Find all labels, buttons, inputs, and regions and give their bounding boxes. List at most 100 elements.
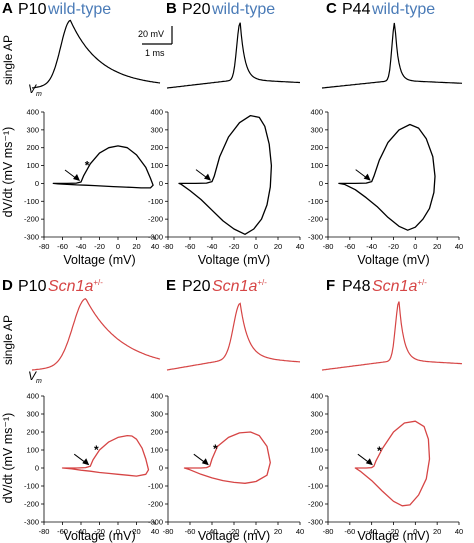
phase-plot-loop — [183, 431, 271, 484]
panel-f: F P48 Scn1a+/--300-200-1000100200300400-80… — [308, 277, 463, 543]
x-tick-label: -40 — [366, 242, 377, 251]
x-tick-label: -80 — [39, 242, 50, 251]
genotype-superscript: +/- — [93, 278, 103, 287]
x-tick-label: -60 — [344, 527, 355, 536]
single-ap-trace — [31, 297, 161, 371]
y-tick-label: -200 — [148, 215, 163, 224]
x-axis-label: Voltage (mV) — [63, 529, 135, 543]
threshold-asterisk: * — [213, 442, 218, 456]
x-tick-label: 20 — [274, 242, 282, 251]
y-axis-label: dV/dt (mV ms⁻¹) — [1, 413, 15, 504]
y-tick-label: -300 — [24, 233, 39, 242]
y-tick-label: 200 — [150, 143, 163, 152]
single-ap-trace — [31, 19, 161, 89]
genotype-superscript: +/- — [257, 278, 267, 287]
y-tick-label: 300 — [150, 125, 163, 134]
phase-plot-loop — [52, 145, 154, 189]
threshold-arrowhead — [201, 458, 209, 466]
y-tick-label: 100 — [310, 446, 323, 455]
y-tick-label: -300 — [308, 233, 323, 242]
y-tick-label: -300 — [148, 518, 163, 527]
x-tick-label: 20 — [132, 527, 140, 536]
panel-age: P20 — [182, 278, 211, 295]
y-tick-label: -300 — [148, 233, 163, 242]
x-tick-label: 40 — [455, 242, 463, 251]
x-tick-label: -40 — [207, 242, 218, 251]
panel-letter: A — [2, 0, 13, 17]
vm-subscript: m — [36, 378, 42, 385]
x-tick-label: 20 — [433, 242, 441, 251]
y-tick-label: -100 — [148, 482, 163, 491]
x-tick-label: -60 — [57, 527, 68, 536]
x-tick-label: 20 — [433, 527, 441, 536]
y-tick-label: -100 — [24, 197, 39, 206]
y-tick-label: 300 — [150, 410, 163, 419]
x-axis-label: Voltage (mV) — [357, 253, 429, 267]
x-tick-label: -80 — [163, 242, 174, 251]
x-tick-label: 40 — [296, 242, 304, 251]
x-tick-label: -60 — [57, 242, 68, 251]
panel-letter: B — [166, 0, 177, 17]
panel-age: P44 — [342, 1, 371, 18]
phase-plot-loop — [338, 123, 436, 231]
y-tick-label: 400 — [26, 108, 39, 117]
y-tick-label: -200 — [24, 500, 39, 509]
x-tick-label: 0 — [116, 242, 120, 251]
scale-bar-voltage: 20 mV — [138, 29, 164, 39]
y-tick-label: 300 — [310, 125, 323, 134]
x-axis-label: Voltage (mV) — [357, 529, 429, 543]
x-tick-label: -80 — [39, 527, 50, 536]
y-tick-label: 100 — [150, 446, 163, 455]
threshold-arrowhead — [365, 458, 373, 466]
threshold-arrowhead — [204, 173, 211, 181]
y-tick-label: -100 — [308, 482, 323, 491]
genotype-superscript: +/- — [417, 278, 427, 287]
x-tick-label: -40 — [366, 527, 377, 536]
threshold-asterisk: * — [94, 443, 99, 457]
y-tick-label: 0 — [35, 179, 39, 188]
panel-c: C P44 wild-type-300-200-1000100200300400-8… — [308, 0, 463, 267]
single-ap-label: single AP — [1, 35, 15, 85]
x-tick-label: 20 — [274, 527, 282, 536]
y-tick-label: 0 — [319, 179, 323, 188]
phase-plot-loop — [354, 420, 431, 507]
threshold-arrowhead — [363, 173, 371, 181]
y-tick-label: 400 — [150, 392, 163, 401]
y-tick-label: 200 — [310, 143, 323, 152]
x-tick-label: -80 — [323, 527, 334, 536]
y-tick-label: 100 — [26, 446, 39, 455]
x-tick-label: 0 — [413, 242, 417, 251]
vm-label: V — [28, 82, 37, 96]
y-tick-label: -100 — [308, 197, 323, 206]
y-tick-label: 0 — [159, 464, 163, 473]
y-tick-label: 400 — [310, 392, 323, 401]
x-tick-label: -60 — [185, 242, 196, 251]
threshold-arrowhead — [73, 174, 80, 181]
panel-age: P10 — [18, 1, 47, 18]
x-tick-label: -20 — [94, 242, 105, 251]
single-ap-trace — [166, 22, 300, 89]
panel-e: E P20 Scn1a+/--300-200-1000100200300400-80… — [148, 277, 304, 543]
x-tick-label: 40 — [296, 527, 304, 536]
x-axis-label: Voltage (mV) — [198, 529, 270, 543]
panel-letter: F — [326, 277, 335, 294]
x-tick-label: -20 — [388, 527, 399, 536]
x-tick-label: 40 — [151, 527, 159, 536]
panel-genotype: wild-type — [371, 1, 435, 18]
y-tick-label: 300 — [26, 410, 39, 419]
y-tick-label: 400 — [150, 108, 163, 117]
panel-b: B P20 wild-type-300-200-1000100200300400-8… — [148, 0, 304, 267]
vm-subscript: m — [36, 91, 42, 98]
panel-letter: E — [166, 277, 176, 294]
y-tick-label: -100 — [24, 482, 39, 491]
y-tick-label: -200 — [308, 215, 323, 224]
y-tick-label: 200 — [150, 428, 163, 437]
scale-bar: 20 mV 1 ms — [138, 26, 173, 58]
x-tick-label: -20 — [229, 527, 240, 536]
panel-genotype: wild-type — [211, 1, 275, 18]
y-tick-label: 400 — [26, 392, 39, 401]
threshold-asterisk: * — [85, 158, 90, 172]
panel-age: P10 — [18, 278, 47, 295]
x-tick-label: 40 — [151, 242, 159, 251]
